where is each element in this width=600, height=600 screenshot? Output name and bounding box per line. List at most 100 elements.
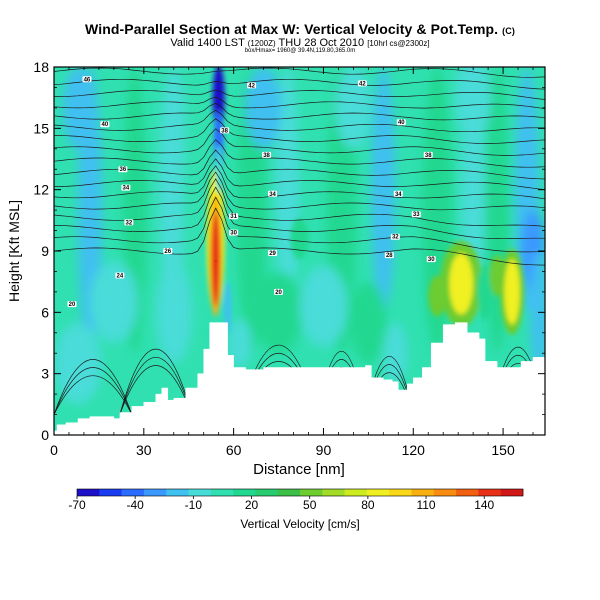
isentrope-label: 33: [411, 211, 421, 218]
chart-title-text: Wind-Parallel Section at Max W: Vertical…: [85, 21, 499, 37]
isentrope-label-bg: [268, 250, 278, 257]
isentrope-label-bg: [274, 288, 284, 295]
isentrope-label: 30: [426, 256, 436, 263]
isentrope-label: 46: [82, 76, 92, 83]
field-core: [477, 263, 493, 321]
colorbar-tick-label: -10: [185, 498, 203, 512]
isentrope-line: [54, 178, 545, 227]
isentrope-label-text: 31: [230, 214, 237, 220]
isentrope-line: [54, 118, 545, 144]
chart-subline: box/Hmax= 1960@ 39.4N,119.80,365.0m: [244, 48, 356, 54]
y-tick-label: 9: [41, 243, 49, 259]
isentrope-label: 38: [423, 151, 433, 159]
isentrope-label-text: 42: [248, 83, 255, 89]
isentrope-line: [54, 96, 545, 110]
colorbar-swatch: [99, 489, 122, 496]
chart-valid-line: Valid 1400 LST (1200Z) THU 28 Oct 2010 […: [0, 37, 600, 49]
field-blob: [89, 261, 138, 343]
valid-prefix: Valid 1400 LST: [170, 37, 245, 49]
isentrope-dome: [54, 359, 133, 415]
isentrope-label-bg: [115, 272, 125, 279]
colorbar-swatch: [166, 489, 189, 496]
isentrope-label-bg: [396, 119, 406, 126]
isentrope-label-text: 29: [269, 251, 276, 257]
chart-title: Wind-Parallel Section at Max W: Vertical…: [0, 21, 600, 37]
isentrope-label-bg: [426, 256, 436, 263]
isentrope-label: 32: [390, 233, 400, 241]
isentrope-label-text: 42: [359, 81, 366, 87]
field-blob: [371, 67, 396, 313]
field-blob: [254, 271, 303, 354]
colorbar-swatch: [322, 489, 345, 496]
colorbar-swatch: [77, 489, 100, 496]
field-blob: [335, 67, 372, 149]
isentrope-label-bg: [82, 76, 92, 83]
field-blob: [383, 322, 408, 384]
colorbar-tick-label: 80: [361, 498, 375, 512]
y-tick-label: 18: [33, 59, 49, 75]
colorbar-swatch: [210, 489, 234, 496]
colorbar-swatch: [433, 489, 457, 496]
velocity-feature-mark: [226, 310, 230, 314]
isentrope-label-text: 34: [269, 192, 276, 198]
isentrope-line: [54, 78, 545, 90]
isentrope-labels: 20 20 24 26 29 28 30 30 31 32 32 34 34 33 34 36 38 38 38 40…: [67, 76, 436, 308]
colorbar-label: Vertical Velocity [cm/s]: [240, 517, 359, 531]
isentrope-label-bg: [247, 82, 257, 89]
velocity-feature-mark: [510, 290, 514, 294]
isentrope-label: 42: [247, 82, 257, 89]
isentrope-line: [54, 139, 545, 168]
colorbar-swatch: [233, 489, 256, 496]
field-core: [224, 281, 232, 335]
colorbar-swatch: [277, 489, 301, 496]
isentrope-line: [54, 196, 545, 253]
isentrope-label: 31: [229, 213, 239, 220]
isentrope-label-text: 38: [425, 153, 432, 159]
colorbar-swatch: [255, 489, 278, 496]
isentrope-label-text: 34: [123, 186, 130, 192]
x-tick-label: 120: [402, 442, 426, 458]
colorbar-swatch: [300, 489, 323, 496]
isentrope-line: [54, 186, 545, 240]
isentrope-label-bg: [411, 211, 421, 218]
isentrope-label-text: 46: [84, 77, 91, 83]
isentrope-label: 28: [384, 252, 394, 259]
field-blob: [455, 67, 492, 139]
isentrope-line: [54, 149, 545, 180]
colorbar-swatch: [143, 489, 167, 496]
isentrope-label-bg: [124, 219, 134, 226]
y-tick-label: 12: [33, 182, 49, 198]
field-core: [489, 255, 505, 296]
valid-main: THU 28 Oct 2010: [278, 37, 365, 49]
x-tick-label: 90: [316, 442, 332, 458]
y-tick-label: 6: [41, 304, 49, 320]
colorbar-swatch: [456, 489, 479, 496]
valid-run: [10hrl cs@2300z]: [367, 39, 430, 48]
isentrope-label-text: 40: [398, 120, 405, 126]
isentrope-dome: [54, 367, 133, 415]
isentrope-label: 38: [220, 127, 230, 134]
isentrope-label-text: 36: [120, 167, 127, 173]
velocity-feature-mark: [214, 259, 218, 263]
isentrope-label: 40: [396, 119, 406, 126]
colorbar-swatch: [366, 489, 390, 496]
isentrope-label-bg: [163, 248, 173, 254]
isentrope-label-bg: [268, 190, 278, 197]
field-core: [449, 253, 474, 315]
y-axis-label: Height [Kft MSL]: [6, 200, 22, 302]
isentrope-label-text: 33: [413, 212, 420, 218]
isentrope-label-bg: [262, 151, 272, 158]
colorbar-swatch: [411, 489, 435, 496]
isentrope-line: [54, 158, 545, 190]
isentrope-label: 20: [274, 288, 284, 296]
isentrope-label-bg: [220, 127, 230, 134]
field-blob: [350, 281, 387, 364]
isentrope-label: 34: [393, 190, 403, 198]
velocity-feature-mark: [435, 294, 439, 298]
y-tick-label: 3: [41, 366, 49, 382]
colorbar-tick-label: -70: [68, 498, 86, 512]
colorbar-tick-label: 110: [416, 498, 435, 512]
field-blob: [155, 261, 192, 364]
